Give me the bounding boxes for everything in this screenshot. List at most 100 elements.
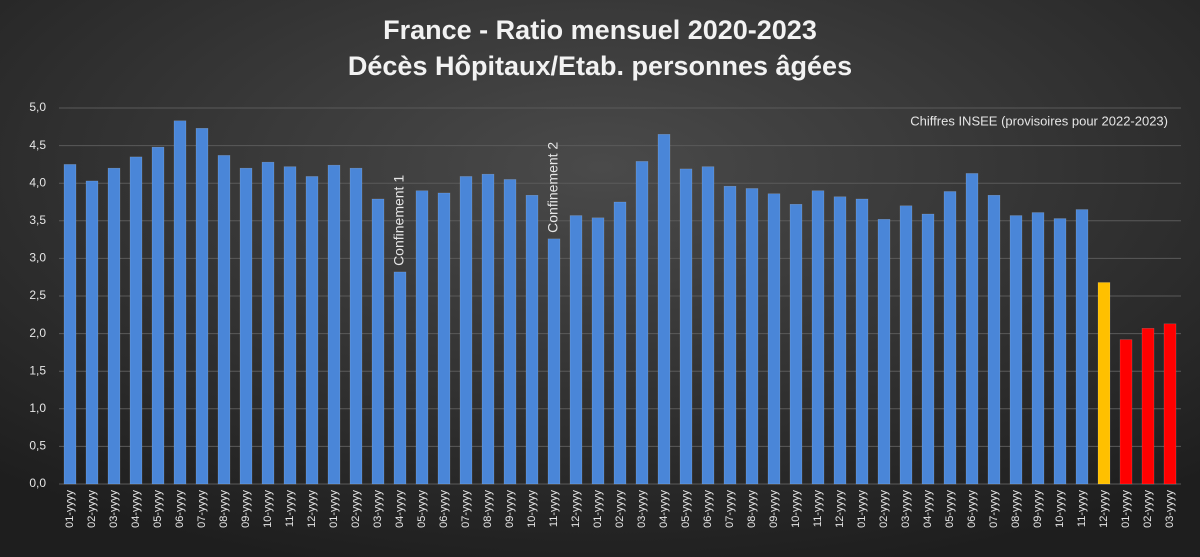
bar [635, 161, 649, 485]
x-tick-label: 08-yyyy [482, 490, 494, 528]
y-tick-label: 5,0 [29, 100, 46, 114]
bar [569, 215, 583, 485]
bar [833, 196, 847, 485]
bar [855, 198, 869, 485]
annotation: Confinement 2 [545, 142, 561, 233]
bar [811, 190, 825, 485]
x-tick-label: 01-yyyy [328, 490, 340, 528]
x-tick-label: 04-yyyy [130, 490, 142, 528]
bar [1097, 282, 1111, 485]
bar [1053, 218, 1067, 485]
y-tick-label: 3,5 [29, 213, 46, 227]
x-tick-label: 11-yyyy [1076, 490, 1088, 528]
bar [459, 176, 473, 485]
bar [85, 180, 99, 485]
bar [437, 192, 451, 485]
x-tick-label: 11-yyyy [548, 490, 560, 528]
bar [877, 219, 891, 485]
x-tick-label: 10-yyyy [790, 490, 802, 528]
bar [613, 201, 627, 485]
bar [63, 164, 77, 485]
x-tick-label: 06-yyyy [438, 490, 450, 528]
x-tick-label: 11-yyyy [812, 490, 824, 528]
source-note: Chiffres INSEE (provisoires pour 2022-20… [910, 113, 1168, 128]
bar [723, 185, 737, 485]
y-tick-label: 1,0 [29, 401, 46, 415]
x-tick-label: 07-yyyy [460, 490, 472, 528]
x-tick-label: 01-yyyy [592, 490, 604, 528]
bar [767, 193, 781, 485]
x-tick-label: 03-yyyy [636, 490, 648, 528]
chart-title: France - Ratio mensuel 2020-2023 [383, 15, 817, 45]
x-tick-label: 03-yyyy [108, 490, 120, 528]
bar [173, 120, 187, 485]
bar [371, 198, 385, 485]
y-tick-label: 4,0 [29, 175, 46, 189]
bar [327, 164, 341, 485]
x-tick-label: 04-yyyy [922, 490, 934, 528]
bar [415, 190, 429, 485]
x-tick-label: 09-yyyy [504, 490, 516, 528]
x-tick-label: 08-yyyy [746, 490, 758, 528]
bar [701, 166, 715, 485]
bar [745, 188, 759, 485]
bar [151, 146, 165, 485]
bar [899, 205, 913, 485]
bar [679, 168, 693, 485]
bar [1119, 339, 1133, 485]
bar [305, 176, 319, 485]
bar [987, 194, 1001, 485]
x-tick-label: 04-yyyy [394, 490, 406, 528]
x-tick-label: 10-yyyy [526, 490, 538, 528]
x-tick-label: 07-yyyy [196, 490, 208, 528]
bar [239, 167, 253, 485]
x-tick-label: 02-yyyy [1142, 490, 1154, 528]
x-tick-label: 10-yyyy [262, 490, 274, 528]
x-tick-label: 02-yyyy [86, 490, 98, 528]
bar [547, 238, 561, 485]
x-tick-label: 06-yyyy [174, 490, 186, 528]
bar [261, 161, 275, 485]
x-tick-label: 02-yyyy [350, 490, 362, 528]
bar [591, 217, 605, 485]
bar [943, 191, 957, 485]
bar [1009, 215, 1023, 485]
x-tick-label: 03-yyyy [900, 490, 912, 528]
x-tick-label: 02-yyyy [614, 490, 626, 528]
bar [657, 134, 671, 485]
x-tick-label: 12-yyyy [834, 490, 846, 528]
x-tick-label: 06-yyyy [702, 490, 714, 528]
bar [481, 173, 495, 485]
bar [393, 271, 407, 485]
x-tick-label: 10-yyyy [1054, 490, 1066, 528]
x-tick-label: 02-yyyy [878, 490, 890, 528]
x-tick-label: 12-yyyy [306, 490, 318, 528]
x-tick-label: 04-yyyy [658, 490, 670, 528]
x-tick-label: 07-yyyy [724, 490, 736, 528]
y-tick-label: 0,5 [29, 439, 46, 453]
x-tick-label: 01-yyyy [64, 490, 76, 528]
y-tick-label: 4,5 [29, 138, 46, 152]
x-tick-label: 03-yyyy [1164, 490, 1176, 528]
bar [195, 128, 209, 485]
bar [965, 173, 979, 485]
x-tick-label: 09-yyyy [768, 490, 780, 528]
bar [129, 156, 143, 485]
x-tick-label: 12-yyyy [1098, 490, 1110, 528]
bar [107, 167, 121, 485]
y-tick-label: 1,5 [29, 363, 46, 377]
bar [1163, 323, 1177, 485]
bar [503, 179, 517, 485]
x-tick-label: 05-yyyy [416, 490, 428, 528]
x-tick-label: 09-yyyy [240, 490, 252, 528]
x-tick-label: 08-yyyy [218, 490, 230, 528]
x-tick-label: 05-yyyy [944, 490, 956, 528]
bar [1075, 209, 1089, 485]
bar [789, 204, 803, 485]
x-tick-label: 11-yyyy [284, 490, 296, 528]
x-tick-label: 05-yyyy [152, 490, 164, 528]
x-tick-label: 01-yyyy [856, 490, 868, 528]
annotation: Confinement 1 [391, 175, 407, 266]
bar [283, 166, 297, 485]
